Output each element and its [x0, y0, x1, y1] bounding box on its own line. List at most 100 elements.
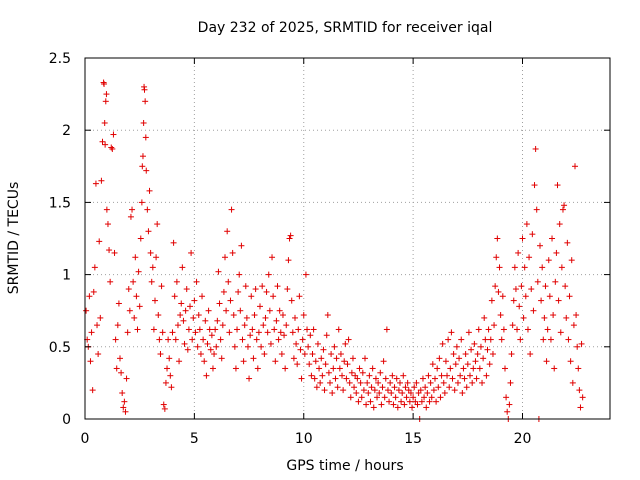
data-point — [309, 351, 316, 358]
data-point — [364, 379, 371, 386]
data-point — [266, 307, 273, 314]
y-tick-label: 1.5 — [49, 195, 71, 211]
data-point — [301, 351, 308, 358]
data-point — [411, 384, 418, 391]
data-point — [407, 390, 414, 397]
data-point — [368, 384, 375, 391]
data-point — [486, 361, 493, 368]
data-point — [569, 379, 576, 386]
data-point — [178, 300, 185, 307]
data-point — [257, 303, 263, 310]
data-point — [219, 322, 226, 329]
data-point — [341, 358, 348, 365]
data-point — [83, 307, 90, 314]
data-point — [238, 242, 245, 249]
data-point — [579, 394, 586, 401]
data-point — [499, 293, 506, 300]
data-point — [135, 268, 142, 275]
data-point — [239, 336, 246, 343]
y-tick-label: 1 — [62, 268, 71, 284]
data-point — [452, 361, 459, 368]
data-point — [209, 365, 216, 372]
data-point — [267, 340, 274, 347]
data-point — [543, 358, 550, 365]
data-point — [335, 326, 342, 333]
data-point — [228, 206, 235, 213]
data-point — [259, 283, 266, 290]
data-point — [254, 365, 261, 372]
data-point — [282, 365, 289, 372]
data-point — [359, 369, 366, 376]
data-point — [480, 355, 487, 362]
data-point — [96, 238, 103, 245]
data-point — [121, 398, 128, 405]
data-point — [457, 372, 464, 379]
data-point — [563, 314, 570, 321]
data-point — [345, 336, 352, 343]
data-point — [269, 254, 276, 261]
data-point — [125, 286, 132, 293]
data-point — [474, 351, 481, 358]
data-point — [126, 307, 133, 314]
data-point — [479, 379, 486, 386]
data-point — [183, 286, 190, 293]
data-point — [465, 329, 472, 336]
data-point — [529, 231, 536, 238]
data-point — [391, 384, 398, 391]
x-tick-label: 20 — [514, 431, 532, 447]
data-point — [322, 361, 329, 368]
data-point — [489, 351, 496, 358]
data-point — [323, 332, 330, 339]
data-point — [516, 303, 523, 310]
data-point — [406, 398, 413, 405]
data-point — [142, 98, 149, 105]
data-point — [158, 283, 165, 290]
data-point — [110, 131, 117, 138]
data-point — [425, 372, 432, 379]
data-point — [496, 264, 503, 271]
data-point — [287, 232, 294, 239]
data-point — [394, 404, 401, 411]
data-point — [316, 365, 323, 372]
data-point — [118, 369, 125, 376]
data-point — [402, 384, 409, 391]
data-point — [319, 372, 326, 379]
data-point — [272, 358, 279, 365]
data-point — [577, 404, 584, 411]
data-point — [101, 80, 108, 87]
data-point — [216, 300, 223, 307]
data-point — [277, 329, 284, 336]
data-point — [472, 358, 479, 365]
data-point — [482, 336, 489, 343]
data-point — [447, 365, 454, 372]
data-point — [551, 365, 558, 372]
data-point — [576, 387, 583, 394]
data-point — [214, 317, 221, 324]
data-point — [92, 180, 99, 187]
data-point — [526, 254, 533, 261]
data-point — [494, 235, 501, 242]
data-point — [189, 336, 196, 343]
data-point — [160, 401, 167, 408]
data-point — [201, 358, 208, 365]
data-point — [372, 375, 379, 382]
data-point — [176, 358, 183, 365]
data-point — [530, 307, 537, 314]
data-point — [467, 372, 473, 379]
data-point — [403, 394, 410, 401]
data-point — [187, 303, 193, 310]
data-point — [230, 312, 237, 319]
data-point — [235, 288, 242, 295]
data-point — [463, 384, 470, 391]
data-point — [99, 138, 106, 145]
data-point — [559, 206, 566, 213]
data-point — [421, 394, 428, 401]
data-point — [504, 408, 511, 415]
data-point — [251, 312, 258, 319]
data-point — [188, 249, 195, 256]
data-point — [503, 394, 510, 401]
data-point — [144, 206, 151, 213]
data-point — [449, 375, 456, 382]
data-point — [357, 379, 364, 386]
data-point — [232, 365, 239, 372]
